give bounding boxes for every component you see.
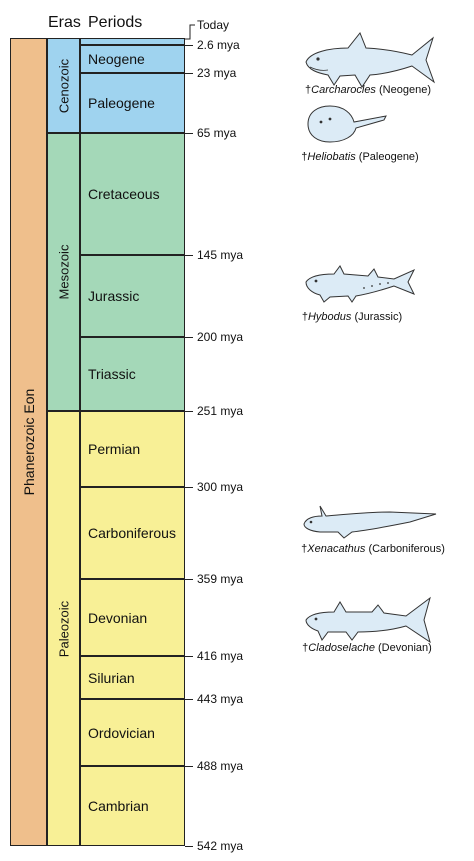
period-quaternary-sliver xyxy=(80,38,185,45)
boundary-label: 2.6 mya xyxy=(197,38,240,52)
boundary-tick xyxy=(185,411,193,412)
period-label: Triassic xyxy=(88,366,136,382)
xenacathus-shark-icon xyxy=(303,505,437,539)
eon-bar: Phanerozoic Eon xyxy=(10,38,47,846)
boundary-tick xyxy=(185,133,193,134)
boundary-tick xyxy=(185,337,193,338)
today-bracket xyxy=(185,24,195,40)
period-label: Silurian xyxy=(88,669,135,686)
boundary-tick xyxy=(185,45,193,46)
period-label: Jurassic xyxy=(88,288,140,304)
caption-hybodus: †Hybodus (Jurassic) xyxy=(301,311,403,323)
caption-cladoselache: †Cladoselache (Devonian) xyxy=(302,642,432,654)
era-paleozoic: Paleozoic xyxy=(47,411,80,846)
boundary-label: 200 mya xyxy=(197,330,244,344)
period-silurian: Silurian xyxy=(80,656,185,699)
carcharocles-shark-icon xyxy=(305,32,436,88)
boundary-tick xyxy=(185,766,193,767)
boundary-label: 542 mya xyxy=(197,839,244,853)
boundary-tick xyxy=(185,656,193,657)
period-label: Cretaceous xyxy=(88,186,160,202)
period-label: Paleogene xyxy=(88,95,155,111)
period-label: Ordovician xyxy=(88,724,155,741)
period-ordovician: Ordovician xyxy=(80,699,185,766)
heliobatis-stingray-icon xyxy=(307,105,387,143)
caption-xenacathus: †Xenacathus (Carboniferous) xyxy=(301,543,445,555)
period-devonian: Devonian xyxy=(80,579,185,656)
period-label: Permian xyxy=(88,441,141,457)
boundary-tick xyxy=(185,255,193,256)
period-cretaceous: Cretaceous xyxy=(80,133,185,255)
era-label: Mesozoic xyxy=(56,244,71,300)
boundary-tick xyxy=(185,487,193,488)
boundary-tick xyxy=(185,73,193,74)
boundary-label: 251 mya xyxy=(197,404,244,418)
hybodus-shark-icon xyxy=(305,265,416,303)
boundary-label: 443 mya xyxy=(197,692,244,706)
eon-label: Phanerozoic Eon xyxy=(20,388,37,496)
period-label: Devonian xyxy=(88,609,148,626)
boundary-label: 359 mya xyxy=(197,572,244,586)
caption-heliobatis: †Heliobatis (Paleogene) xyxy=(301,151,419,163)
period-paleogene: Paleogene xyxy=(80,73,185,133)
boundary-label-today: Today xyxy=(197,18,230,32)
period-carboniferous: Carboniferous xyxy=(80,487,185,579)
boundary-label: 488 mya xyxy=(197,759,244,773)
period-permian: Permian xyxy=(80,411,185,487)
caption-carcharocles: †Carcharocles (Neogene) xyxy=(305,84,431,96)
period-label: Neogene xyxy=(88,51,145,67)
periods-header: Periods xyxy=(88,14,143,31)
boundary-label: 145 mya xyxy=(197,248,244,262)
eras-header: Eras xyxy=(48,14,81,31)
boundary-tick xyxy=(185,579,193,580)
boundary-label: 416 mya xyxy=(197,649,244,663)
period-label: Cambrian xyxy=(88,798,149,814)
era-label: Paleozoic xyxy=(56,600,71,657)
boundary-label: 23 mya xyxy=(197,66,237,80)
period-label: Carboniferous xyxy=(88,525,176,541)
period-cambrian: Cambrian xyxy=(80,766,185,846)
period-neogene: Neogene xyxy=(80,45,185,73)
cladoselache-shark-icon xyxy=(305,596,431,644)
boundary-label: 300 mya xyxy=(197,480,244,494)
era-cenozoic: Cenozoic xyxy=(47,38,80,133)
era-label: Cenozoic xyxy=(56,58,71,113)
boundary-tick xyxy=(185,846,193,847)
boundary-label: 65 mya xyxy=(197,126,237,140)
period-triassic: Triassic xyxy=(80,337,185,411)
boundary-tick xyxy=(185,699,193,700)
era-mesozoic: Mesozoic xyxy=(47,133,80,411)
period-jurassic: Jurassic xyxy=(80,255,185,337)
